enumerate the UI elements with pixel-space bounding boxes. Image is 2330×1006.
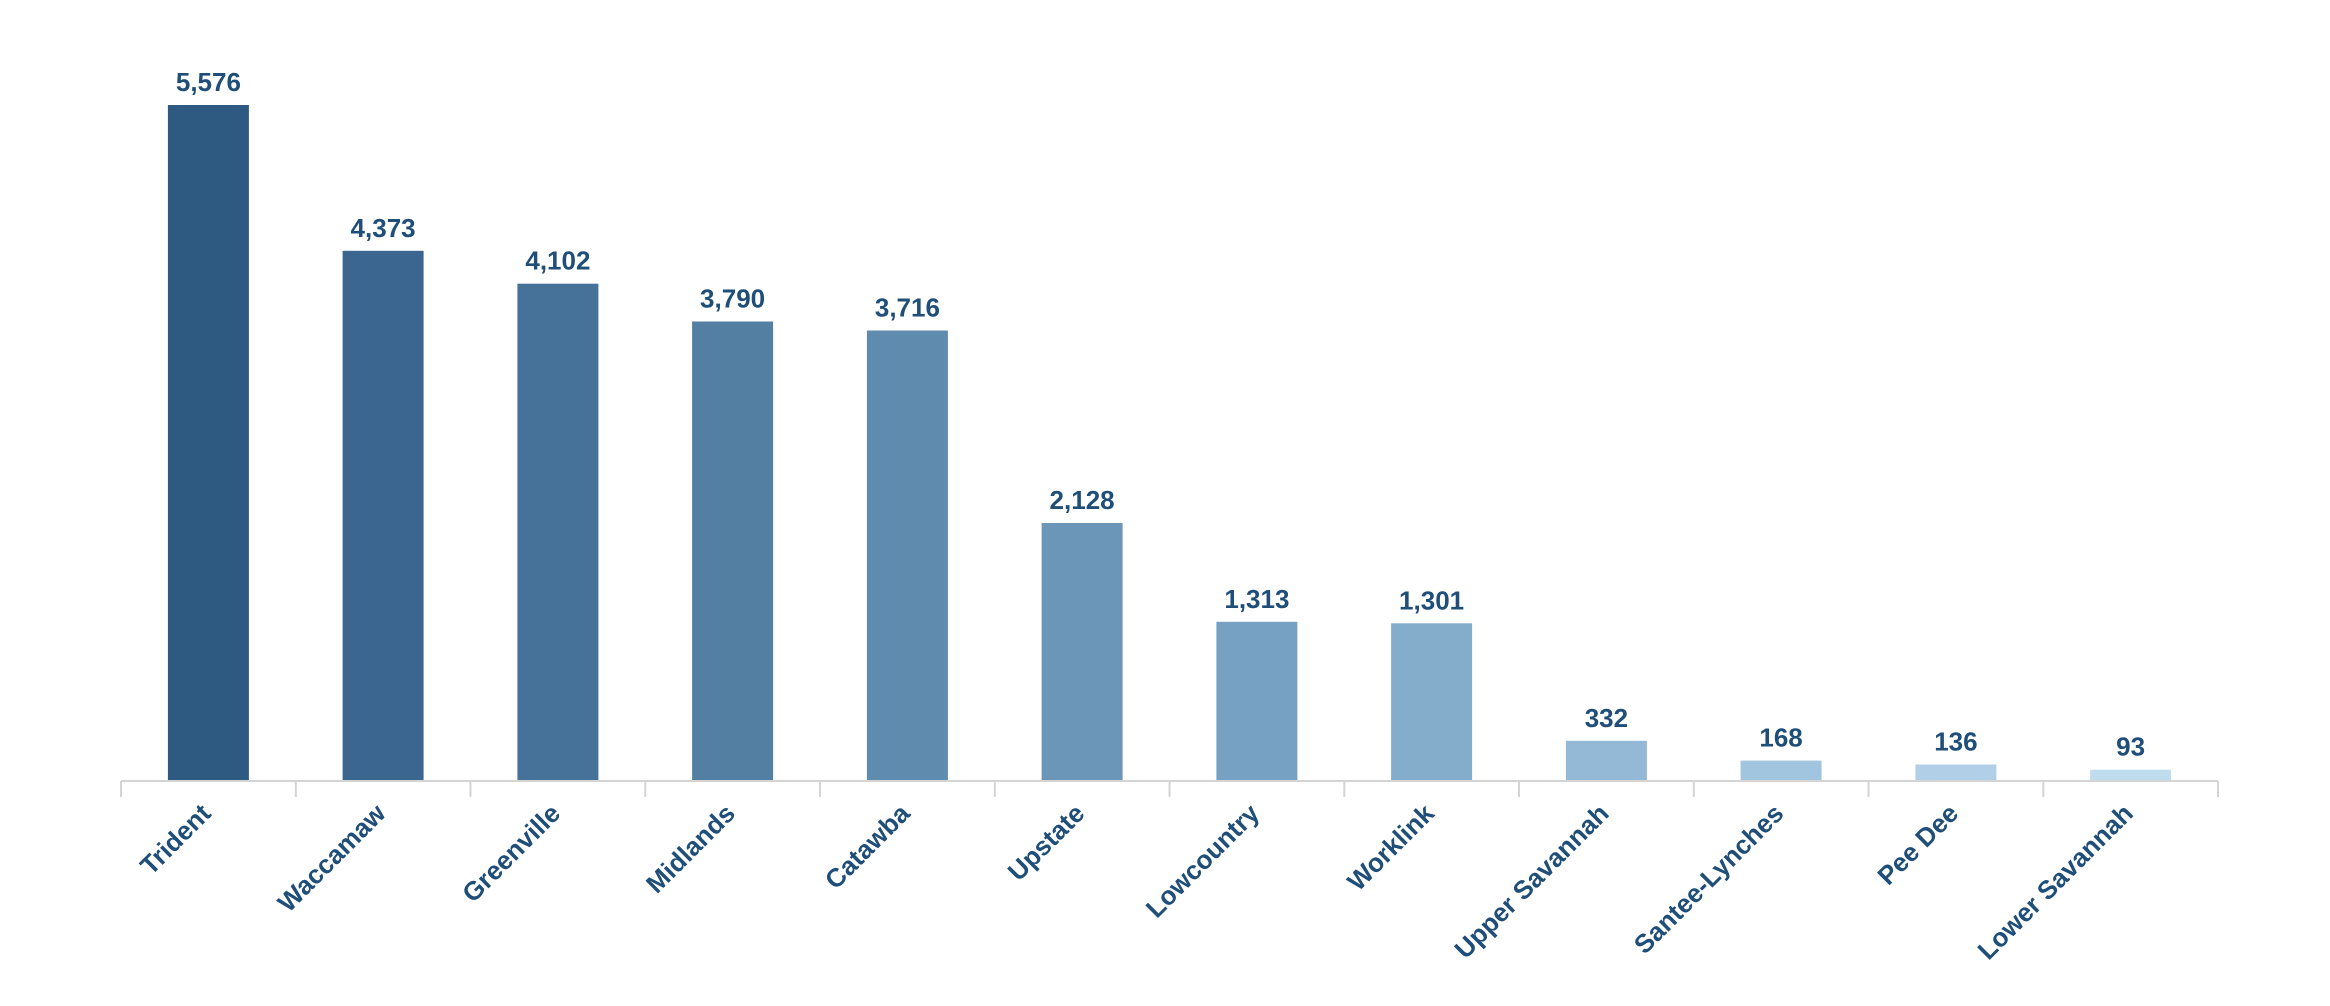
bar-catawba bbox=[866, 330, 948, 781]
data-label: 1,313 bbox=[1224, 584, 1289, 614]
data-label: 93 bbox=[2116, 732, 2145, 762]
data-label: 2,128 bbox=[1050, 485, 1115, 515]
category-label: Catawba bbox=[819, 798, 916, 895]
bar-lower-savannah bbox=[2090, 769, 2172, 781]
bar-upstate bbox=[1041, 523, 1123, 781]
category-label: Lower Savannah bbox=[1972, 798, 2139, 965]
category-label: Lowcountry bbox=[1140, 798, 1266, 924]
data-label: 1,301 bbox=[1399, 585, 1464, 615]
data-label: 3,790 bbox=[700, 284, 765, 314]
data-label: 4,373 bbox=[351, 213, 416, 243]
category-label: Worklink bbox=[1341, 798, 1440, 897]
category-label: Santee-Lynches bbox=[1628, 798, 1790, 960]
category-label: Upstate bbox=[1002, 798, 1091, 887]
category-label: Trident bbox=[134, 798, 217, 881]
data-label: 3,716 bbox=[875, 293, 940, 323]
bar-greenville bbox=[517, 283, 599, 781]
bar-midlands bbox=[692, 321, 774, 781]
data-label: 168 bbox=[1759, 723, 1802, 753]
data-label: 332 bbox=[1585, 703, 1628, 733]
category-label: Pee Dee bbox=[1871, 798, 1964, 891]
bar-santee-lynches bbox=[1740, 760, 1822, 781]
category-label: Greenville bbox=[456, 798, 566, 908]
bar-waccamaw bbox=[342, 250, 424, 782]
bars-group bbox=[167, 105, 2172, 782]
x-axis bbox=[120, 780, 2219, 797]
bar-trident bbox=[167, 105, 249, 781]
data-label: 136 bbox=[1934, 727, 1977, 757]
category-labels-group: Trident Waccamaw Greenville Midlands Catawba… bbox=[134, 797, 2139, 965]
category-label: Upper Savannah bbox=[1448, 798, 1614, 964]
category-label: Midlands bbox=[640, 798, 741, 899]
data-label: 4,102 bbox=[525, 246, 590, 276]
bar-pee-dee bbox=[1915, 764, 1997, 781]
bar-lowcountry bbox=[1216, 621, 1298, 781]
bar-upper-savannah bbox=[1565, 740, 1647, 781]
data-label: 5,576 bbox=[176, 67, 241, 97]
category-label: Waccamaw bbox=[272, 797, 392, 917]
bar-worklink bbox=[1391, 623, 1473, 781]
value-labels-group: 5,576 4,373 4,102 3,790 3,716 2,128 1,313 1,301… bbox=[176, 67, 2145, 762]
